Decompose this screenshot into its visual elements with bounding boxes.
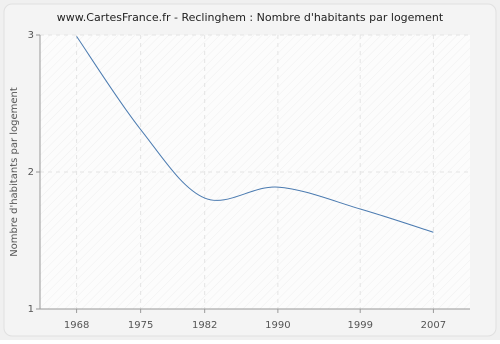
chart-title: www.CartesFrance.fr - Reclinghem : Nombr… <box>57 11 444 24</box>
y-tick-label: 1 <box>28 304 34 315</box>
y-tick-label: 2 <box>28 167 34 178</box>
plot-area <box>40 35 470 309</box>
x-tick-label: 1999 <box>347 320 372 331</box>
x-tick-label: 1975 <box>128 320 153 331</box>
x-tick-label: 2007 <box>421 320 446 331</box>
x-tick-label: 1990 <box>265 320 290 331</box>
y-axis-label: Nombre d'habitants par logement <box>9 87 20 257</box>
x-tick-label: 1982 <box>192 320 217 331</box>
line <box>76 36 434 233</box>
x-tick-label: 1968 <box>64 320 89 331</box>
y-tick-label: 3 <box>28 30 34 41</box>
